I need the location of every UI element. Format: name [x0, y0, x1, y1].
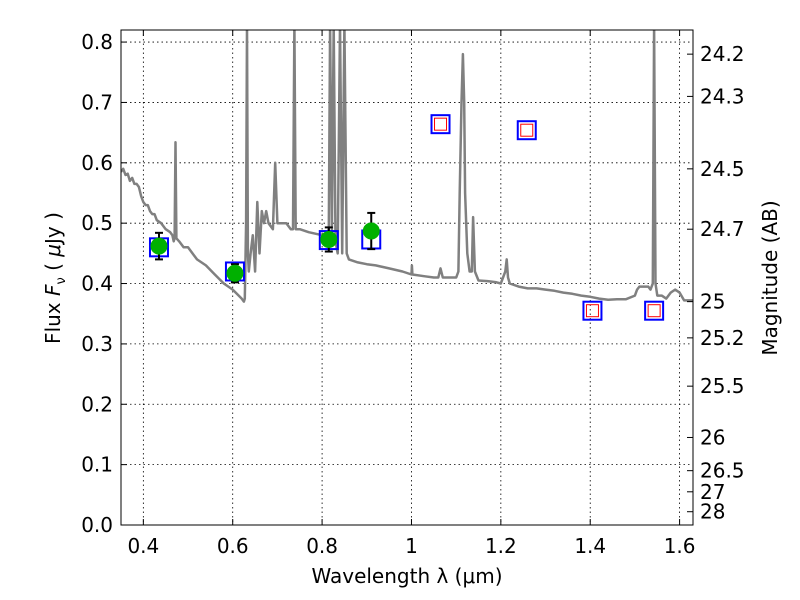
observed-flux-point [226, 264, 244, 282]
upper-limit-marker [520, 123, 534, 137]
x-tick-label: 0.6 [217, 534, 249, 558]
observed-flux-point [320, 230, 338, 248]
mag-tick-label: 24.5 [700, 157, 745, 181]
y-tick-label: 0.7 [81, 90, 113, 114]
spectrum-line [121, 30, 693, 303]
mag-tick-label: 28 [700, 500, 725, 524]
plot-frame [120, 29, 694, 526]
y-tick-label: 0.8 [81, 30, 113, 54]
y-tick-label: 0.3 [81, 332, 113, 356]
y-axis-label: Flux Fν ( μJy ) [41, 212, 69, 344]
y-tick-label: 0.2 [81, 392, 113, 416]
y-tick-label: 0.0 [81, 513, 113, 537]
observed-flux-point [150, 237, 168, 255]
upper-limit-marker [585, 304, 599, 318]
mag-tick-label: 24.2 [700, 42, 745, 66]
y-axis-right-label: Magnitude (AB) [758, 200, 782, 355]
model-flux-box [644, 300, 665, 321]
x-tick-label: 0.4 [127, 534, 159, 558]
x-tick-label: 1.6 [664, 534, 696, 558]
upper-limit-marker [434, 117, 448, 131]
upper-limit-marker [647, 304, 661, 318]
mag-tick-label: 24.7 [700, 217, 745, 241]
mag-tick-label: 26.5 [700, 459, 745, 483]
y-tick-label: 0.1 [81, 453, 113, 477]
mag-tick-label: 25 [700, 290, 725, 314]
model-flux-box [430, 114, 451, 135]
x-tick-label: 1.2 [485, 534, 517, 558]
x-tick-label: 1.4 [574, 534, 606, 558]
mag-tick-label: 24.3 [700, 84, 745, 108]
y-tick-label: 0.5 [81, 211, 113, 235]
y-tick-label: 0.4 [81, 272, 113, 296]
x-tick-label: 1 [405, 534, 418, 558]
mag-tick-label: 25.2 [700, 326, 745, 350]
mag-tick-label: 26 [700, 425, 725, 449]
series-layer [121, 30, 693, 321]
observed-flux-point [362, 222, 380, 240]
tick-layer: 0.4 0.6 0.8 1 1.2 1.4 1.6 0.0 0.1 0.2 0.3 0.4 0.5 0.6… [81, 30, 745, 558]
plot-background [121, 30, 693, 525]
x-axis-label: Wavelength λ (μm) [311, 564, 502, 588]
y-tick-label: 0.6 [81, 151, 113, 175]
model-flux-box [582, 300, 603, 321]
model-flux-box [516, 120, 537, 141]
mag-tick-label: 27 [700, 480, 725, 504]
x-tick-label: 0.8 [306, 534, 338, 558]
mag-tick-label: 25.5 [700, 374, 745, 398]
